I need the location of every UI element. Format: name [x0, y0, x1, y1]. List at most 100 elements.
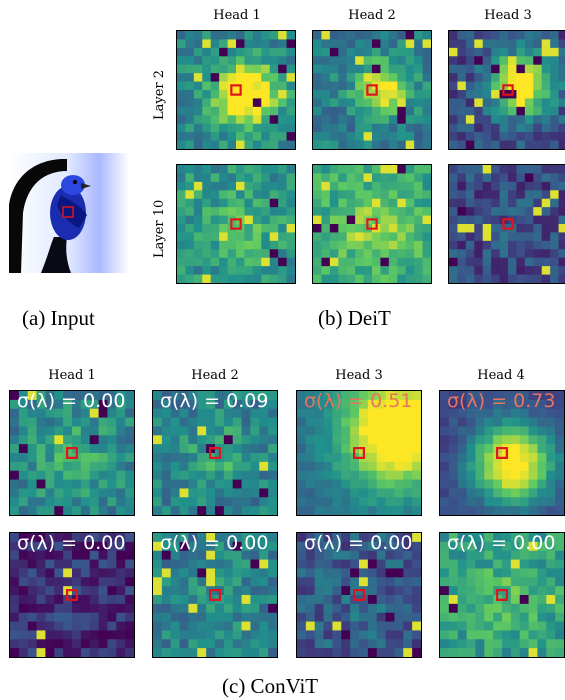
heatmap-cell	[457, 408, 468, 419]
heatmap-cell	[193, 64, 203, 74]
heatmap-cell	[422, 224, 431, 233]
heatmap-cell	[269, 56, 279, 66]
heatmap-cell	[185, 106, 195, 116]
heatmap-cell	[363, 198, 373, 208]
heatmap-cell	[422, 31, 431, 40]
heatmap-cell	[261, 73, 271, 83]
heatmap-cell	[241, 533, 251, 543]
heatmap-cell	[125, 586, 134, 596]
heatmap-cell	[10, 444, 20, 454]
heatmap-cell	[465, 232, 475, 242]
heatmap-cell	[313, 123, 322, 133]
heatmap-cell	[403, 444, 413, 454]
heatmap-cell	[405, 207, 415, 217]
heatmap-cell	[80, 595, 91, 605]
heatmap-cell	[268, 461, 277, 472]
heatmap-cell	[448, 461, 459, 472]
heatmap-cell	[412, 630, 421, 640]
heatmap-cell	[278, 266, 288, 276]
heatmap-cell	[177, 31, 186, 40]
heatmap-cell	[359, 488, 369, 498]
heatmap-cell	[338, 190, 348, 200]
heatmap-cell	[161, 453, 172, 463]
heatmap-cell	[555, 426, 564, 436]
heatmap-cell	[493, 506, 503, 515]
heatmap-cell	[177, 274, 186, 283]
heatmap-cell	[528, 533, 538, 543]
heatmap-cell	[457, 533, 468, 543]
heatmap-cell	[179, 497, 189, 507]
heatmap-cell	[27, 603, 38, 614]
heatmap-cell	[286, 224, 295, 233]
heatmap-cell	[18, 506, 29, 515]
heatmap-cell	[185, 215, 195, 225]
heatmap-cell	[466, 541, 476, 552]
heatmap-cell	[355, 98, 365, 108]
heatmap-cell	[484, 444, 494, 454]
heatmap-cell	[346, 140, 356, 149]
heatmap-cell	[125, 408, 134, 419]
heatmap-cell	[314, 461, 325, 472]
heatmap-cell	[388, 47, 398, 57]
heatmap-cell	[385, 399, 395, 410]
heatmap-cell	[350, 639, 360, 649]
heatmap-cell	[241, 541, 251, 552]
heatmap-cell	[252, 274, 262, 283]
heatmap-cell	[397, 181, 407, 191]
heatmap-cell	[533, 198, 543, 208]
heatmap-cell	[465, 31, 475, 40]
heatmap-cell	[405, 198, 415, 208]
attention-map	[176, 30, 296, 150]
heatmap-cell	[519, 559, 530, 569]
heatmap-cell	[412, 453, 421, 463]
heatmap-cell	[346, 173, 356, 183]
heatmap-cell	[558, 249, 565, 259]
heatmap-cell	[346, 224, 356, 233]
heatmap-cell	[215, 488, 225, 498]
heatmap-cell	[394, 461, 404, 472]
heatmap-cell	[236, 98, 245, 108]
heatmap-cell	[338, 90, 348, 99]
heatmap-cell	[252, 73, 262, 83]
heatmap-cell	[10, 479, 20, 489]
heatmap-cell	[261, 224, 271, 233]
heatmap-cell	[329, 140, 339, 149]
heatmap-cell	[528, 621, 538, 631]
heatmap-cell	[206, 470, 216, 481]
sigma-label: σ(λ) = 0.09	[160, 390, 269, 412]
heatmap-cell	[533, 64, 543, 74]
heatmap-cell	[484, 479, 494, 489]
heatmap-cell	[297, 550, 307, 561]
heatmap-cell	[491, 31, 501, 40]
heatmap-cell	[193, 215, 203, 225]
heatmap-cell	[314, 391, 325, 401]
heatmap-cell	[227, 64, 237, 74]
heatmap-cell	[188, 586, 198, 596]
sigma-label: σ(λ) = 0.00	[304, 532, 413, 554]
heatmap-cell	[269, 81, 279, 91]
heatmap-cell	[475, 488, 485, 498]
heatmap-cell	[268, 426, 277, 436]
heatmap-cell	[236, 64, 245, 74]
heatmap-cell	[36, 497, 46, 507]
heatmap-cell	[449, 115, 458, 125]
heatmap-cell	[125, 577, 134, 587]
heatmap-cell	[250, 541, 260, 552]
heatmap-cell	[286, 132, 295, 142]
heatmap-cell	[376, 559, 387, 569]
heatmap-cell	[355, 64, 365, 74]
heatmap-cell	[491, 39, 501, 49]
heatmap-cell	[244, 47, 254, 57]
heatmap-cell	[286, 64, 295, 74]
heatmap-cell	[197, 453, 207, 463]
heatmap-cell	[502, 630, 512, 640]
heatmap-cell	[278, 165, 288, 174]
heatmap-cell	[372, 249, 381, 259]
heatmap-cell	[403, 426, 413, 436]
heatmap-cell	[363, 165, 373, 174]
heatmap-cell	[252, 207, 262, 217]
heatmap-cell	[466, 595, 476, 605]
heatmap-cell	[422, 56, 431, 66]
heatmap-cell	[72, 630, 82, 640]
heatmap-cell	[232, 612, 243, 623]
